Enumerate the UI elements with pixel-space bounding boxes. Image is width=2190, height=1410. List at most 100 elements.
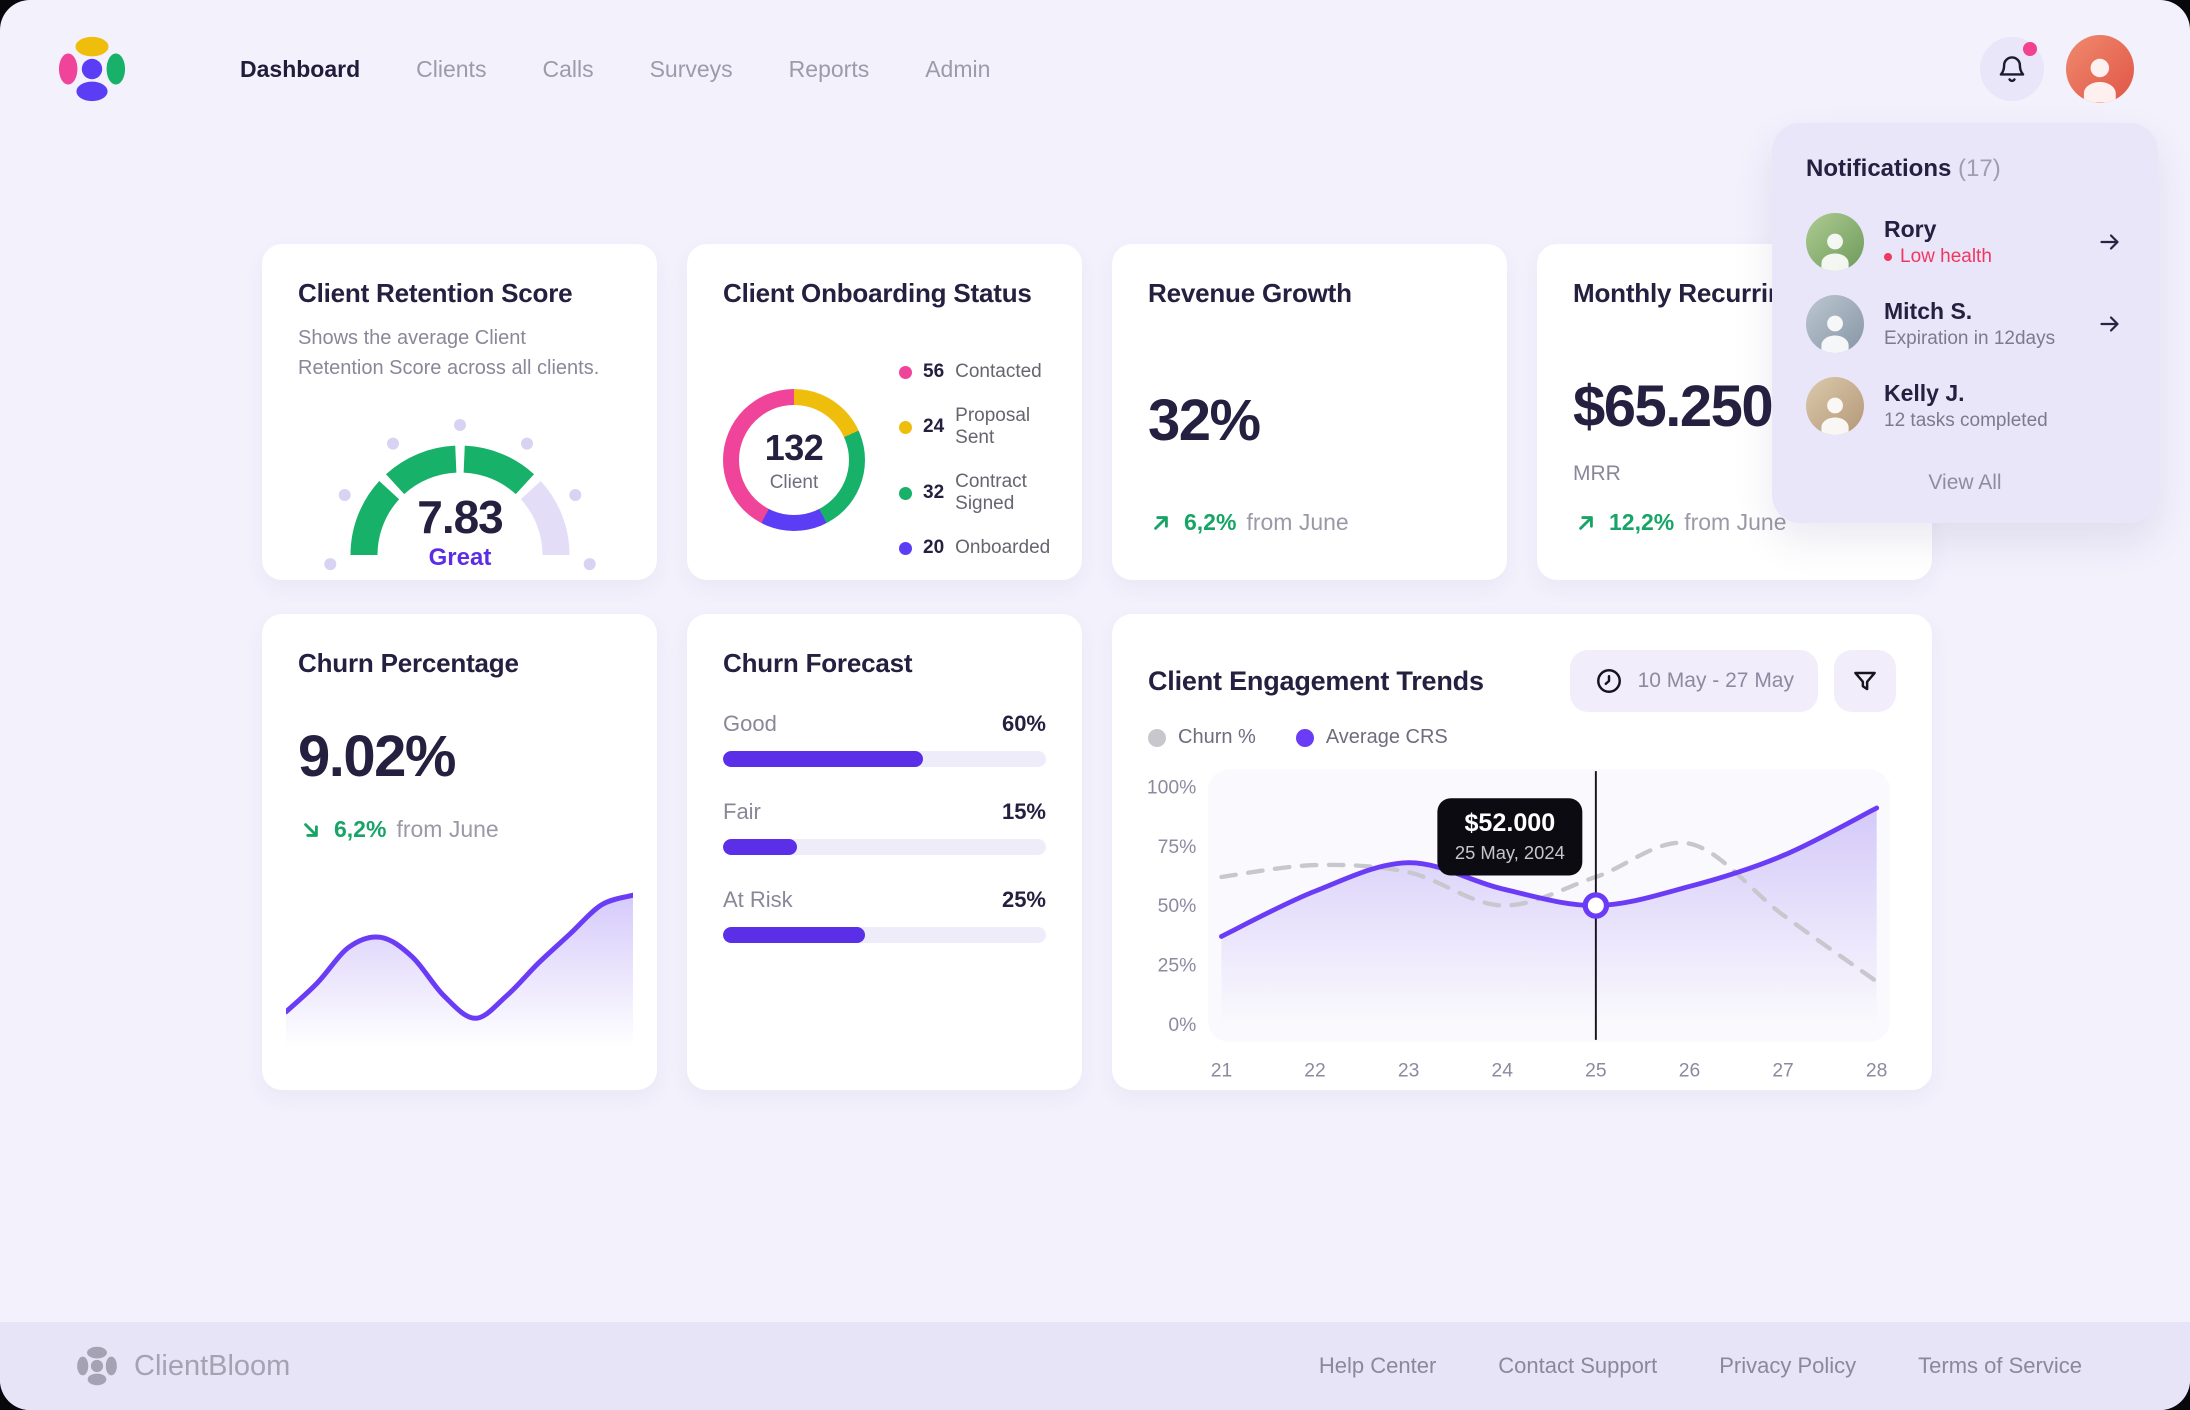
revenue-value: 32% <box>1148 388 1261 453</box>
footer-links: Help Center Contact Support Privacy Policy… <box>1319 1353 2082 1379</box>
x-axis-tick: 24 <box>1492 1061 1514 1082</box>
filter-button[interactable] <box>1834 650 1896 712</box>
card-title: Monthly Recurring <box>1573 278 1800 308</box>
person-icon <box>1821 315 1849 353</box>
nav-item-surveys[interactable]: Surveys <box>649 55 733 82</box>
forecast-value: 15% <box>1001 799 1046 824</box>
notification-name: Mitch S. <box>1884 298 1973 324</box>
legend-swatch <box>1148 728 1166 747</box>
footer: ClientBloom Help Center Contact Support Pr… <box>0 1322 2190 1410</box>
avatar <box>1806 377 1864 435</box>
x-axis-tick: 26 <box>1679 1061 1700 1082</box>
hover-marker <box>1582 892 1610 919</box>
footer-link-help-center[interactable]: Help Center <box>1318 1353 1437 1378</box>
x-axis-tick: 23 <box>1398 1061 1419 1082</box>
user-avatar[interactable] <box>2066 35 2134 103</box>
card-title: Client Retention Score <box>298 278 573 308</box>
crs-line <box>1219 805 1880 939</box>
mrr-unit: MRR <box>1573 462 1621 485</box>
forecast-bar-fill <box>723 927 866 943</box>
footer-link-privacy-policy[interactable]: Privacy Policy <box>1719 1353 1857 1378</box>
mrr-value: $65.250 <box>1573 374 1774 439</box>
filter-icon <box>1854 671 1876 691</box>
notification-item-kelly[interactable]: Kelly J. 12 tasks completed <box>1806 377 2124 435</box>
onboarding-donut-chart: 132 Client <box>723 389 865 531</box>
card-client-retention: Client Retention Score Shows the average… <box>262 244 657 580</box>
avatar <box>1806 295 1864 353</box>
avatar <box>1806 213 1864 271</box>
forecast-bar-track <box>723 751 1046 767</box>
date-range-label: 10 May - 27 May <box>1637 669 1794 692</box>
crs-area <box>1221 807 1877 1025</box>
notifications-list: Rory Low health Mitch S. Expiration in 12da… <box>1806 213 2124 435</box>
chart-tooltip <box>1437 798 1583 876</box>
forecast-bar-fill <box>723 839 798 855</box>
x-axis-tick: 25 <box>1585 1061 1606 1082</box>
forecast-label: Good <box>723 711 777 736</box>
arrow-right-icon <box>2096 310 2124 338</box>
card-churn-forecast: Churn Forecast Good 60% Fair 15% At Risk 25% <box>687 614 1082 1090</box>
tooltip-value: $52.000 <box>1464 809 1555 837</box>
notifications-bell-button[interactable] <box>1980 37 2044 101</box>
donut-legend: 56 Contacted 24 Proposal Sent 32 Contract Sig… <box>899 361 1050 559</box>
churn-value: 9.02% <box>298 724 456 789</box>
notification-subtitle: 12 tasks completed <box>1884 410 2048 431</box>
card-revenue-growth: Revenue Growth 32% 6,2% from June <box>1112 244 1507 580</box>
footer-link-terms-of-service[interactable]: Terms of Service <box>1918 1353 2082 1378</box>
nav-item-calls[interactable]: Calls <box>542 55 594 82</box>
notification-name: Rory <box>1884 216 1937 242</box>
x-axis-tick: 28 <box>1866 1061 1887 1082</box>
gauge-arc-group <box>323 419 596 571</box>
forecast-bar-fill <box>723 751 924 767</box>
x-axis-tick: 27 <box>1772 1061 1793 1082</box>
footer-brand-name: ClientBloom <box>134 1349 291 1382</box>
legend-item: 56 Contacted <box>899 361 1050 383</box>
card-title: Client Engagement Trends <box>1148 665 1484 696</box>
trend-down-icon <box>304 822 318 837</box>
legend-swatch <box>899 541 912 555</box>
forecast-label: Fair <box>723 799 761 824</box>
churn-line <box>1219 840 1879 984</box>
card-description: Shows the average Client Retention Score… <box>298 327 600 379</box>
legend-swatch <box>1295 728 1314 747</box>
notification-item-rory[interactable]: Rory Low health <box>1806 213 2124 271</box>
nav-item-clients[interactable]: Clients <box>416 55 487 82</box>
view-all-link[interactable]: View All <box>1928 471 2002 494</box>
date-range-picker[interactable]: 10 May - 27 May <box>1569 650 1818 712</box>
x-axis-tick: 22 <box>1304 1061 1325 1082</box>
card-churn-percentage: Churn Percentage 9.02% 6,2% from June <box>262 614 657 1090</box>
forecast-row: Good 60% <box>723 711 1046 767</box>
footer-logo-icon <box>77 1346 117 1386</box>
notification-dot <box>2023 42 2037 56</box>
churn-sparkline-chart <box>283 861 636 1056</box>
legend-item: 20 Onboarded <box>899 537 1050 559</box>
spark-group <box>283 892 636 1056</box>
footer-link-contact-support[interactable]: Contact Support <box>1498 1353 1658 1378</box>
card-title: Churn Percentage <box>298 648 519 678</box>
nav-item-reports[interactable]: Reports <box>788 55 870 82</box>
mrr-delta: 12,2% from June <box>1573 509 1896 536</box>
arrow-right-icon <box>2096 228 2124 256</box>
trend-up-icon <box>1579 515 1593 530</box>
tooltip-date: 25 May, 2024 <box>1455 842 1565 863</box>
person-icon <box>1821 397 1849 435</box>
churn-delta: 6,2% from June <box>298 816 621 843</box>
header-actions <box>1980 35 2134 103</box>
forecast-label: At Risk <box>723 887 793 912</box>
notifications-title: Notifications (17) <box>1806 155 2001 182</box>
forecast-value: 60% <box>1001 711 1046 736</box>
footer-brand: ClientBloom <box>76 1345 290 1387</box>
main-nav: Dashboard Clients Calls Surveys Reports Admin <box>240 56 990 83</box>
nav-item-dashboard[interactable]: Dashboard <box>240 55 361 82</box>
legend-item: Churn % <box>1148 726 1256 749</box>
trend-up-icon <box>1154 515 1168 530</box>
nav-item-admin[interactable]: Admin <box>925 55 991 82</box>
notification-item-mitch[interactable]: Mitch S. Expiration in 12days <box>1806 295 2124 353</box>
forecast-bar-track <box>723 927 1046 943</box>
notification-name: Kelly J. <box>1884 380 1965 406</box>
engagement-plot: 100% 75% 50% 25% 0% 21 22 23 24 25 26 27 28 $52.000 25… <box>1147 769 1891 1082</box>
engagement-chart[interactable]: 100% 75% 50% 25% 0% 21 22 23 24 25 26 27 28 $52.000 25… <box>1147 759 1896 1089</box>
legend-item: Average CRS <box>1295 726 1448 749</box>
engagement-legend: Churn % Average CRS <box>1148 726 1896 749</box>
